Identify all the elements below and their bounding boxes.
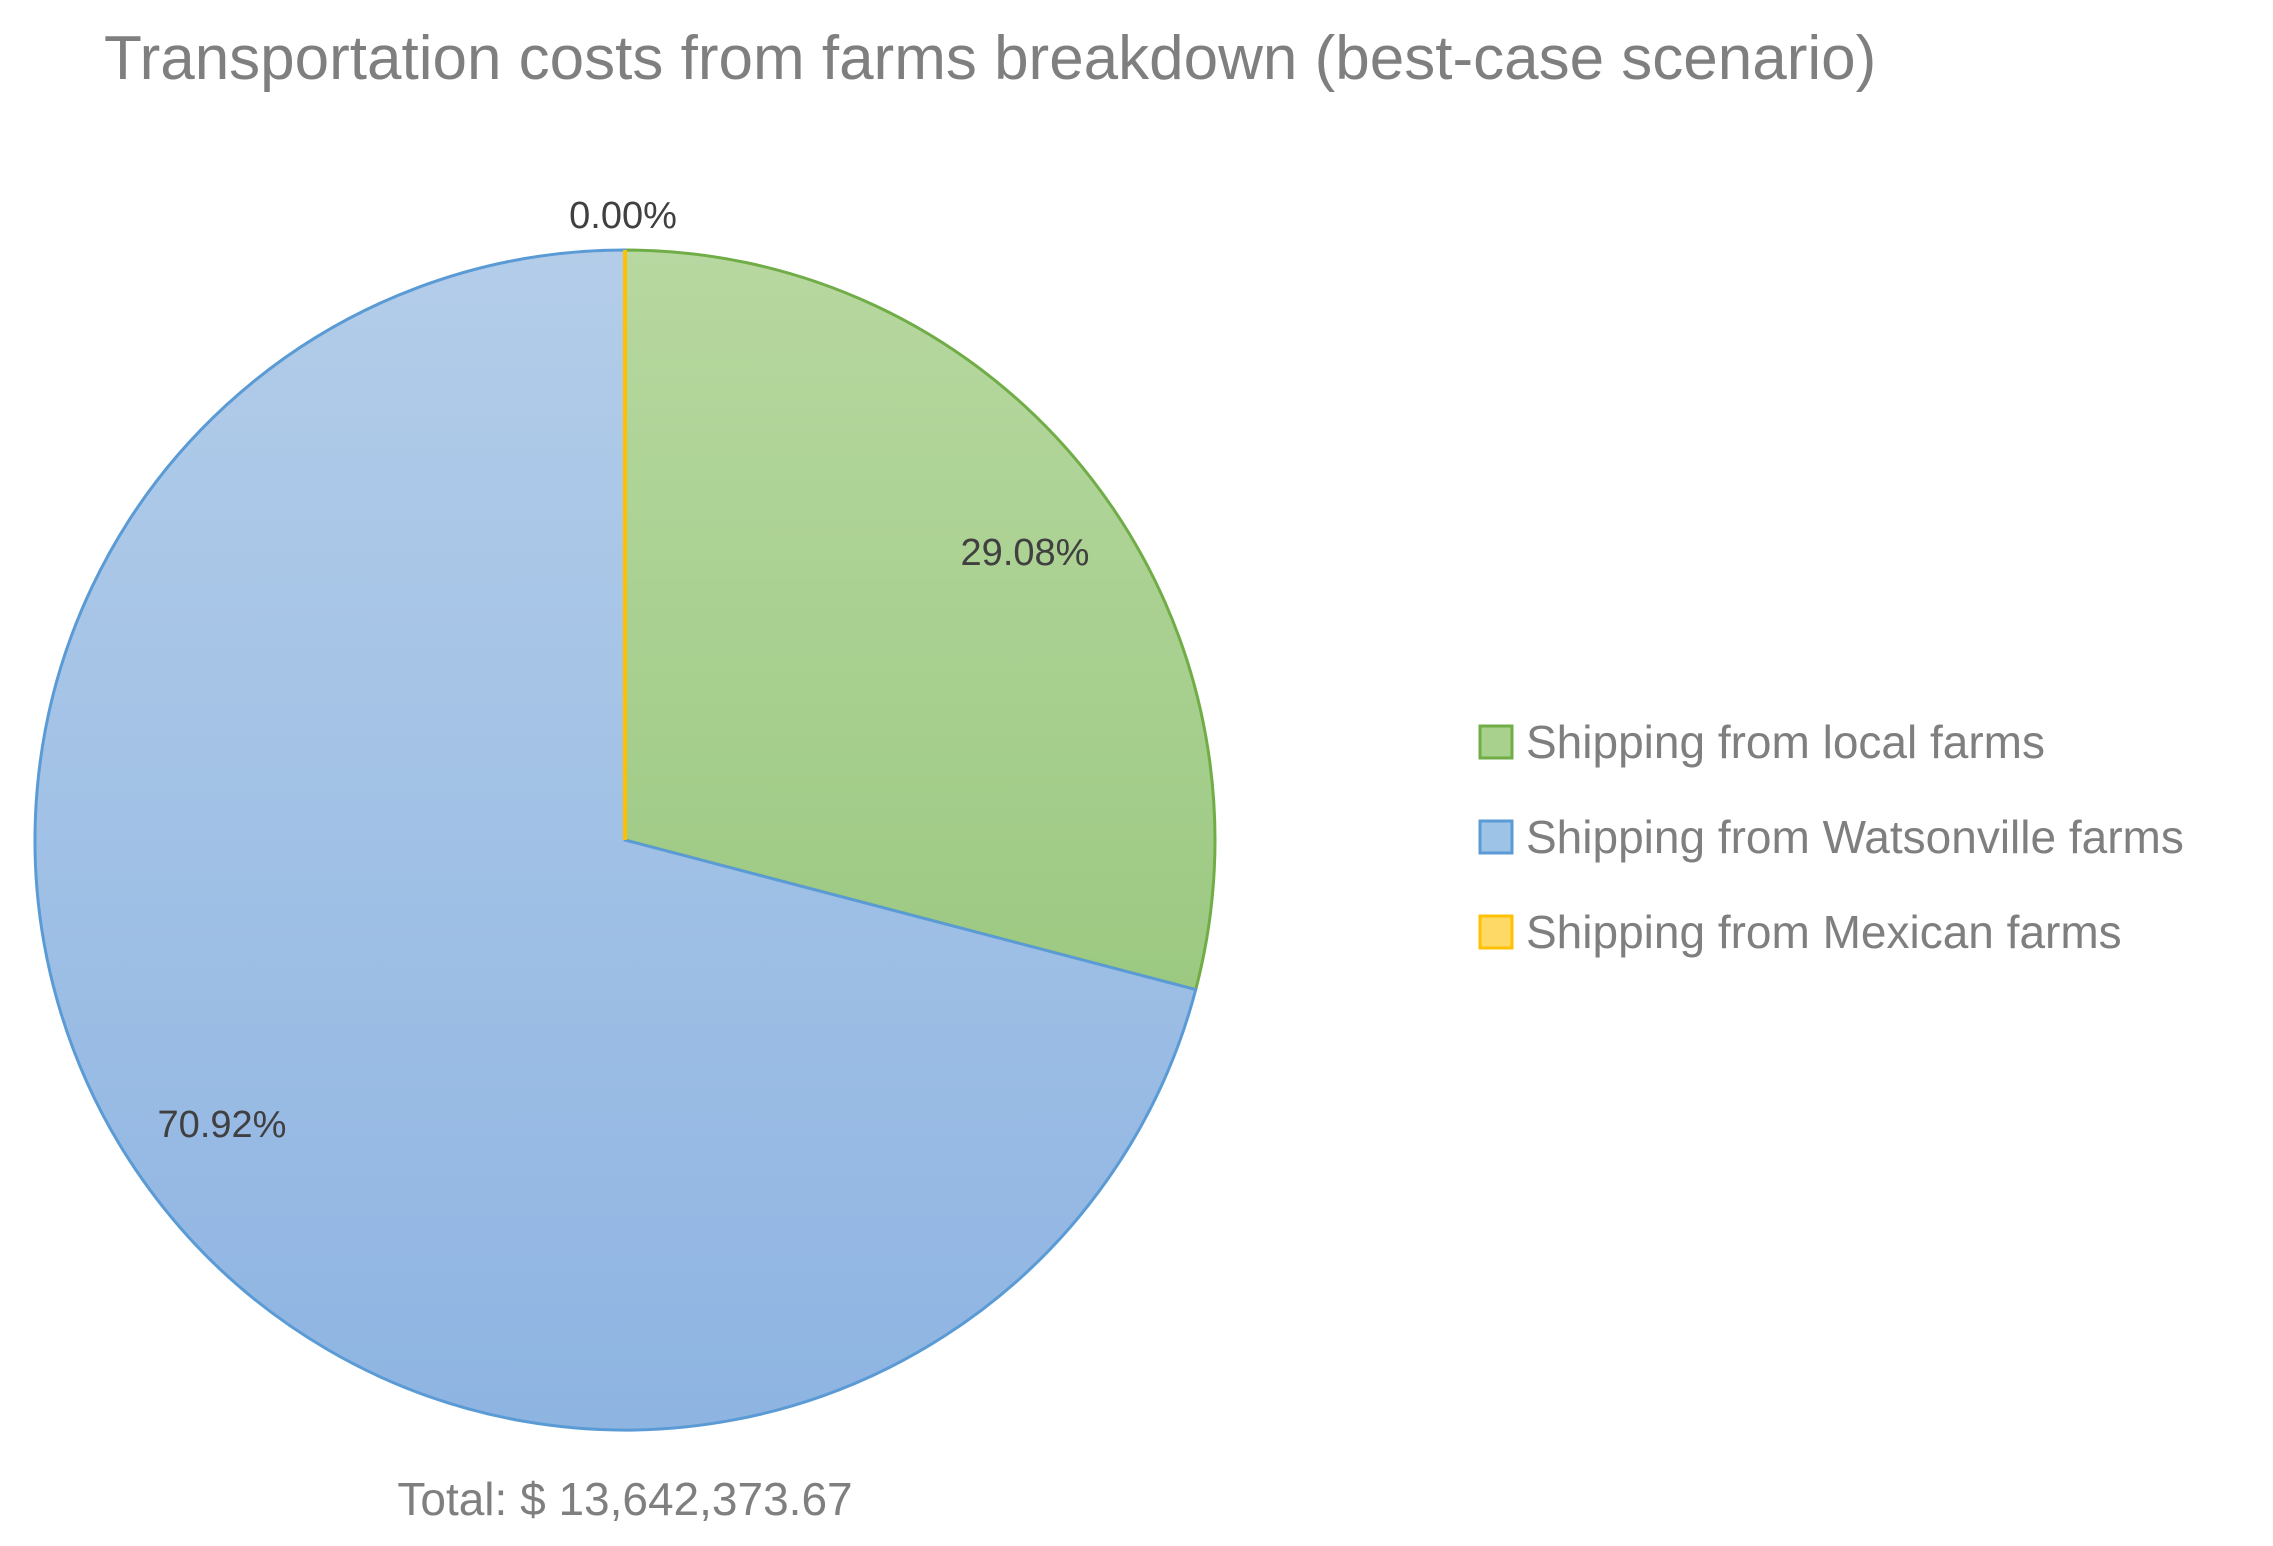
data-label-local: 29.08%: [961, 532, 1090, 574]
chart-title: Transportation costs from farms breakdow…: [104, 24, 1876, 93]
data-label-mexican: 0.00%: [569, 195, 677, 237]
total-label: Total: $ 13,642,373.67: [397, 1473, 852, 1525]
legend-label-watsonville: Shipping from Watsonville farms: [1526, 811, 2184, 863]
legend-swatch-mexican: [1478, 914, 1514, 950]
legend-item-local: Shipping from local farms: [1478, 716, 2045, 768]
legend-item-watsonville: Shipping from Watsonville farms: [1478, 811, 2184, 863]
data-labels: 29.08% 70.92% 0.00%: [158, 195, 1090, 1146]
legend-item-mexican: Shipping from Mexican farms: [1478, 906, 2122, 958]
pie-slice-local: [623, 248, 1217, 992]
data-label-watsonville: 70.92%: [158, 1104, 287, 1146]
legend: Shipping from local farms Shipping from W…: [1478, 716, 2184, 958]
legend-swatch-local: [1478, 724, 1514, 760]
legend-label-mexican: Shipping from Mexican farms: [1526, 906, 2122, 958]
legend-swatch-watsonville: [1478, 819, 1514, 855]
pie-slice-watsonville: [33, 248, 1198, 1432]
legend-label-local: Shipping from local farms: [1526, 716, 2045, 768]
pie-slices: [33, 248, 1217, 1432]
